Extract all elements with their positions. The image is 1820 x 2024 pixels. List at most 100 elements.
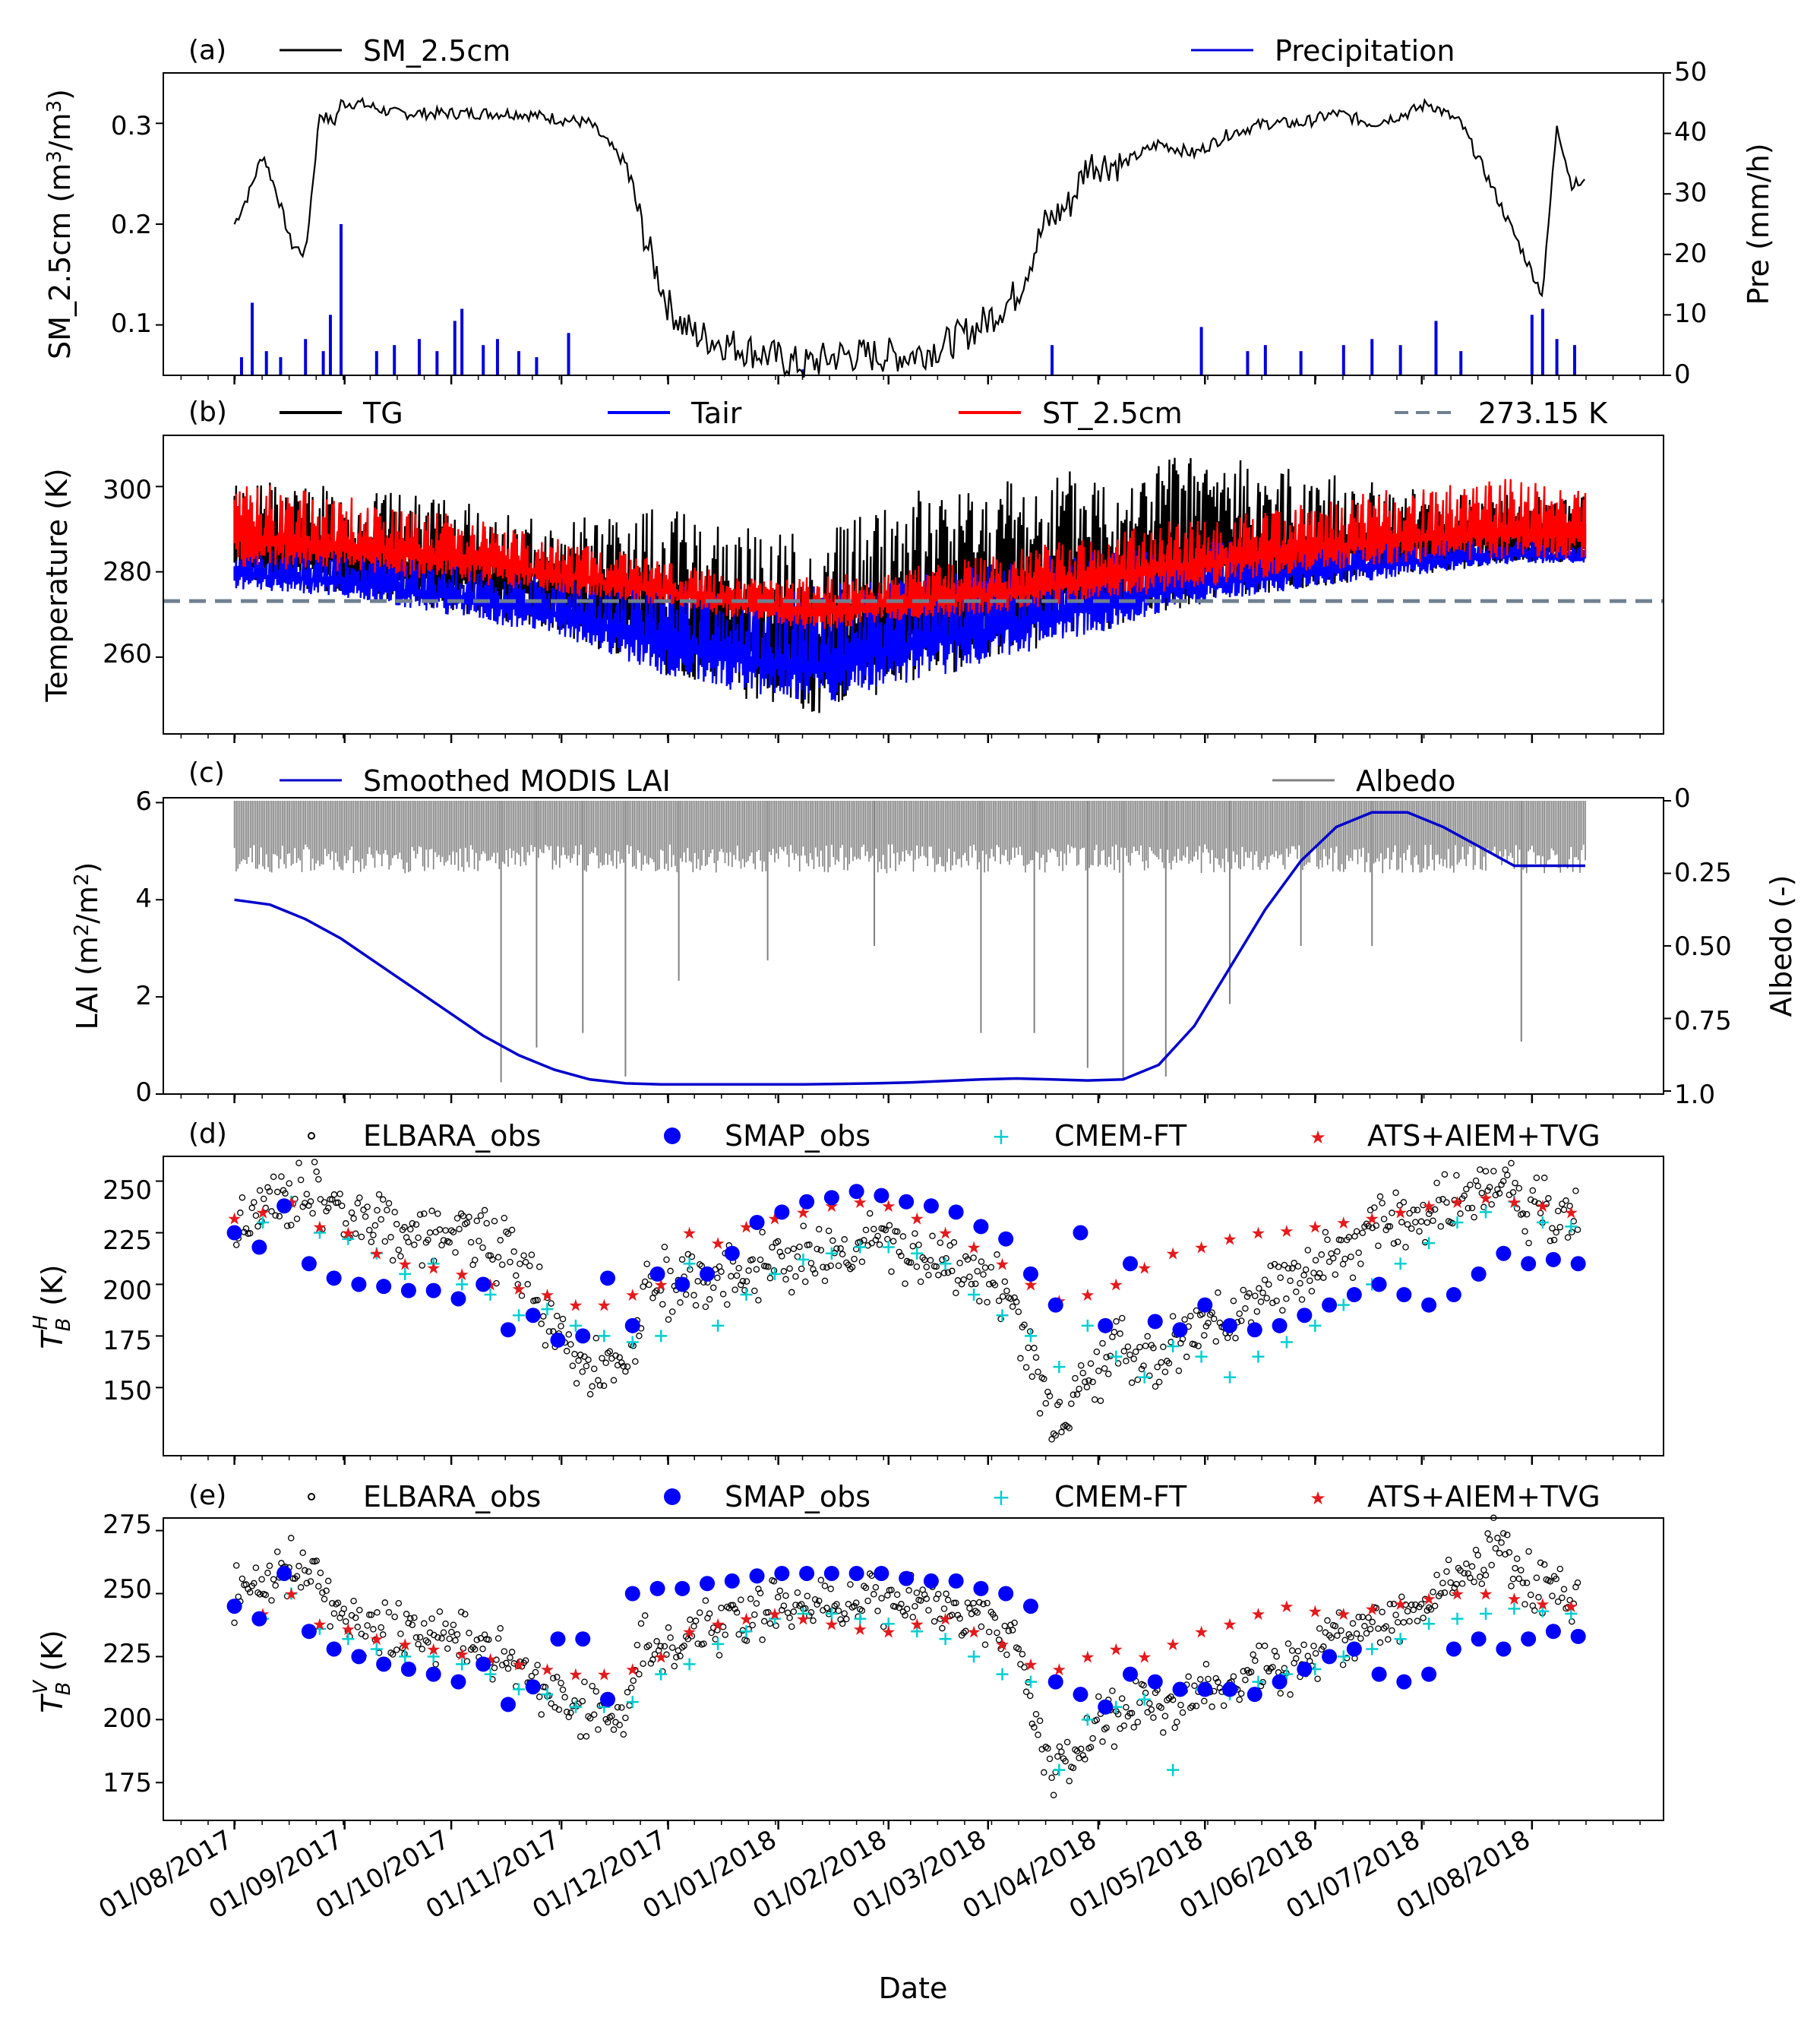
elbara-point [498, 1662, 506, 1668]
elbara-point [1341, 1637, 1348, 1643]
elbara-point [1559, 1200, 1566, 1207]
smap-point [675, 1276, 690, 1292]
ats-point: ★ [1023, 1276, 1038, 1295]
smap-point [476, 1656, 491, 1672]
smap-point [700, 1576, 716, 1592]
ats-point: ★ [1421, 1197, 1436, 1216]
elbara-point [387, 1234, 394, 1241]
elbara-point [504, 1665, 512, 1672]
elbara-point [995, 1297, 1003, 1305]
elbara-point [678, 1256, 686, 1263]
elbara-point [1123, 1703, 1130, 1711]
cmem-point [342, 1232, 355, 1245]
ats-point: ★ [909, 1615, 924, 1634]
elbara-point [599, 1355, 605, 1361]
cmem-point [1138, 1371, 1151, 1384]
smap-point [948, 1204, 964, 1220]
elbara-point [1531, 1198, 1538, 1205]
elbara-point [1230, 1673, 1237, 1680]
elbara-point [1414, 1206, 1421, 1213]
cmem-point [939, 1257, 952, 1270]
elbara-point [1077, 1361, 1085, 1369]
elbara-point [262, 1592, 270, 1599]
elbara-point [438, 1635, 445, 1642]
cmem-point [1309, 1319, 1322, 1332]
panel-d-ticks: 150 175 200 225 250 [103, 1175, 152, 1406]
elbara-point [1472, 1177, 1480, 1184]
elbara-point [827, 1586, 834, 1592]
smap-point [1022, 1266, 1038, 1282]
elbara-point [1445, 1556, 1452, 1564]
elbara-point [1058, 1748, 1065, 1755]
elbara-point [1553, 1229, 1559, 1236]
legend-label-elbara-d: ELBARA_obs [363, 1119, 541, 1153]
elbara-point [452, 1637, 459, 1644]
smap-point [1222, 1317, 1238, 1333]
cmem-point [484, 1668, 497, 1681]
smap-point [624, 1586, 640, 1602]
elbara-point [896, 1604, 903, 1611]
elbara-point [1054, 1753, 1061, 1760]
elbara-point [1277, 1274, 1284, 1281]
elbara-point [442, 1620, 449, 1627]
cmem-point [313, 1226, 326, 1239]
elbara-point [1009, 1303, 1016, 1311]
elbara-point [321, 1199, 328, 1206]
cmem-point [797, 1608, 810, 1621]
elbara-point [1527, 1196, 1534, 1203]
elbara-point [1375, 1242, 1382, 1249]
elbara-point [1324, 1236, 1331, 1244]
elbara-point [1130, 1355, 1137, 1362]
tick-d-225: 225 [103, 1225, 152, 1256]
elbara-point [313, 1558, 320, 1564]
elbara-point [1574, 1226, 1581, 1233]
cmem-point [342, 1633, 355, 1646]
temp-line-ST_2.5cm [233, 479, 1587, 629]
elbara-point [978, 1623, 985, 1630]
smap-point [1022, 1599, 1038, 1614]
elbara-point [1417, 1601, 1425, 1608]
elbara-point [1120, 1348, 1128, 1355]
elbara-point [1126, 1709, 1133, 1717]
elbara-point [1144, 1709, 1151, 1716]
elbara-point [1031, 1345, 1038, 1352]
smap-point [500, 1697, 516, 1712]
elbara-point [1553, 1575, 1559, 1583]
elbara-point [696, 1609, 703, 1616]
elbara-point [1365, 1614, 1372, 1621]
elbara-point [1335, 1609, 1343, 1616]
ats-point: ★ [1165, 1245, 1180, 1264]
elbara-point [1441, 1171, 1449, 1178]
legend-marker-elbara-e [308, 1493, 315, 1501]
elbara-point [1201, 1697, 1208, 1705]
smap-point [1471, 1266, 1487, 1282]
elbara-point [579, 1368, 586, 1375]
elbara-point [1140, 1362, 1147, 1369]
elbara-point [1474, 1182, 1481, 1190]
elbara-point [624, 1689, 631, 1696]
elbara-point [425, 1236, 431, 1244]
elbara-point [1144, 1333, 1151, 1340]
elbara-point [1353, 1228, 1360, 1235]
elbara-point [258, 1218, 265, 1225]
elbara-point [1332, 1622, 1339, 1630]
elbara-point [264, 1570, 271, 1577]
elbara-point [297, 1584, 305, 1591]
elbara-point [463, 1219, 471, 1226]
elbara-point [833, 1245, 840, 1252]
elbara-point [1392, 1611, 1399, 1618]
smap-point [1421, 1297, 1437, 1313]
ats-point: ★ [1450, 1194, 1465, 1213]
elbara-point [595, 1726, 602, 1733]
smap-point [1122, 1666, 1138, 1682]
elbara-point [733, 1272, 741, 1279]
elbara-point [1240, 1668, 1247, 1675]
ats-point: ★ [1393, 1595, 1408, 1614]
elbara-point [1109, 1687, 1116, 1694]
elbara-point [980, 1271, 987, 1278]
elbara-point [1134, 1376, 1142, 1384]
elbara-point [321, 1595, 328, 1602]
elbara-point [477, 1635, 485, 1642]
panel-a-right-ticks: 50 40 30 20 10 0 [1674, 57, 1707, 390]
cmem-point [825, 1247, 838, 1260]
